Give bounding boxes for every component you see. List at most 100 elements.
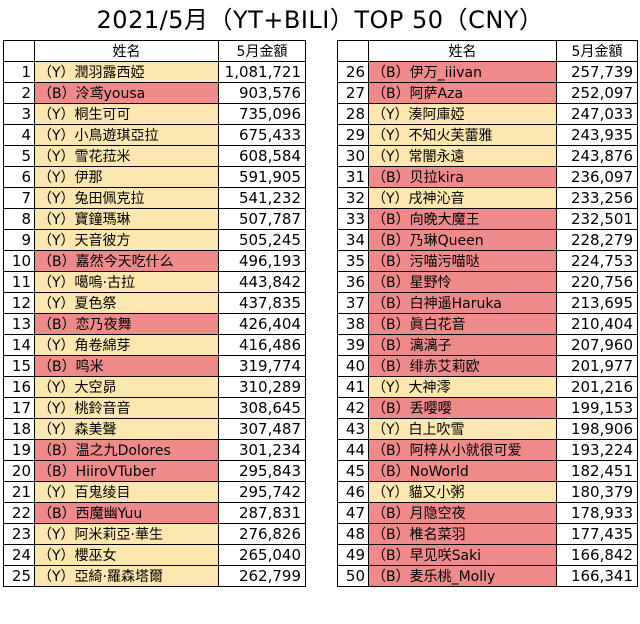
ranking-table-left: 姓名 5月金額 1 （Y）潤羽露西婭 1,081,721 2 （B）泠鸢yousa 903…: [3, 40, 306, 587]
name-cell: （B）绯赤艾莉欧: [368, 355, 557, 377]
table-row: 3 （Y）桐生可可 735,096: [3, 103, 306, 125]
amount-cell: 228,279: [556, 229, 638, 251]
header-row: 姓名 5月金額: [3, 40, 306, 62]
name-cell: （B）嘉然今天吃什么: [34, 250, 219, 272]
header-name: 姓名: [368, 40, 557, 62]
rank-cell: 31: [337, 166, 369, 188]
amount-cell: 243,876: [556, 145, 638, 167]
name-cell: （B）鸣米: [34, 355, 219, 377]
name-cell: （Y）常闇永遠: [368, 145, 557, 167]
table-row: 1 （Y）潤羽露西婭 1,081,721: [3, 61, 306, 83]
table-row: 29 （Y）不知火芙蕾雅 243,935: [337, 124, 638, 146]
table-row: 17 （Y）桃鈴音音 308,645: [3, 397, 306, 419]
rank-cell: 40: [337, 355, 369, 377]
rank-cell: 9: [3, 229, 35, 251]
table-row: 46 （Y）貓又小粥 180,379: [337, 481, 638, 503]
header-amount: 5月金額: [218, 40, 306, 62]
rank-cell: 30: [337, 145, 369, 167]
name-cell: （Y）櫻巫女: [34, 544, 219, 566]
amount-cell: 182,451: [556, 460, 638, 482]
name-cell: （Y）桃鈴音音: [34, 397, 219, 419]
amount-cell: 903,576: [218, 82, 306, 104]
table-row: 4 （Y）小鳥遊琪亞拉 675,433: [3, 124, 306, 146]
rank-cell: 28: [337, 103, 369, 125]
rank-cell: 27: [337, 82, 369, 104]
amount-cell: 257,739: [556, 61, 638, 83]
rank-cell: 39: [337, 334, 369, 356]
amount-cell: 308,645: [218, 397, 306, 419]
name-cell: （Y）桐生可可: [34, 103, 219, 125]
amount-cell: 295,843: [218, 460, 306, 482]
table-row: 2 （B）泠鸢yousa 903,576: [3, 82, 306, 104]
amount-cell: 236,097: [556, 166, 638, 188]
amount-cell: 307,487: [218, 418, 306, 440]
amount-cell: 276,826: [218, 523, 306, 545]
name-cell: （B）贝拉kira: [368, 166, 557, 188]
table-row: 20 （B）HiiroVTuber 295,843: [3, 460, 306, 482]
name-cell: （B）NoWorld: [368, 460, 557, 482]
amount-cell: 319,774: [218, 355, 306, 377]
table-row: 12 （Y）夏色祭 437,835: [3, 292, 306, 314]
name-cell: （B）早见咲Saki: [368, 544, 557, 566]
name-cell: （Y）戌神沁音: [368, 187, 557, 209]
name-cell: （Y）百鬼绫目: [34, 481, 219, 503]
table-row: 49 （B）早见咲Saki 166,842: [337, 544, 638, 566]
ranking-table-right: 姓名 5月金額 26 （B）伊万_iiivan 257,739 27 （B）阿萨Aza 2…: [337, 40, 638, 587]
name-cell: （B）泠鸢yousa: [34, 82, 219, 104]
table-row: 7 （Y）兔田佩克拉 541,232: [3, 187, 306, 209]
amount-cell: 166,341: [556, 565, 638, 587]
table-row: 11 （Y）噶嗚·古拉 443,842: [3, 271, 306, 293]
name-cell: （B）椎名菜羽: [368, 523, 557, 545]
table-row: 40 （B）绯赤艾莉欧 201,977: [337, 355, 638, 377]
table-row: 26 （B）伊万_iiivan 257,739: [337, 61, 638, 83]
amount-cell: 207,960: [556, 334, 638, 356]
rank-cell: 5: [3, 145, 35, 167]
amount-cell: 265,040: [218, 544, 306, 566]
rank-cell: 42: [337, 397, 369, 419]
name-cell: （B）月隐空夜: [368, 502, 557, 524]
name-cell: （B）温之九Dolores: [34, 439, 219, 461]
name-cell: （Y）森美聲: [34, 418, 219, 440]
rank-cell: 25: [3, 565, 35, 587]
amount-cell: 301,234: [218, 439, 306, 461]
name-cell: （B）漓漓子: [368, 334, 557, 356]
table-row: 33 （B）向晚大魔王 232,501: [337, 208, 638, 230]
table-row: 30 （Y）常闇永遠 243,876: [337, 145, 638, 167]
table-row: 42 （B）丢嘤嘤 199,153: [337, 397, 638, 419]
name-cell: （B）向晚大魔王: [368, 208, 557, 230]
table-row: 50 （B）麦乐桃_Molly 166,341: [337, 565, 638, 587]
header-row: 姓名 5月金額: [337, 40, 638, 62]
name-cell: （Y）大空昴: [34, 376, 219, 398]
rank-cell: 7: [3, 187, 35, 209]
table-row: 45 （B）NoWorld 182,451: [337, 460, 638, 482]
table-row: 22 （B）西魔幽Yuu 287,831: [3, 502, 306, 524]
amount-cell: 199,153: [556, 397, 638, 419]
table-row: 6 （Y）伊那 591,905: [3, 166, 306, 188]
amount-cell: 262,799: [218, 565, 306, 587]
name-cell: （Y）阿米莉亞·華生: [34, 523, 219, 545]
rank-cell: 17: [3, 397, 35, 419]
amount-cell: 201,216: [556, 376, 638, 398]
amount-cell: 193,224: [556, 439, 638, 461]
table-row: 41 （Y）大神澪 201,216: [337, 376, 638, 398]
amount-cell: 591,905: [218, 166, 306, 188]
amount-cell: 210,404: [556, 313, 638, 335]
name-cell: （Y）大神澪: [368, 376, 557, 398]
amount-cell: 507,787: [218, 208, 306, 230]
table-row: 13 （B）恋乃夜舞 426,404: [3, 313, 306, 335]
amount-cell: 505,245: [218, 229, 306, 251]
name-cell: （Y）伊那: [34, 166, 219, 188]
rank-cell: 3: [3, 103, 35, 125]
amount-cell: 443,842: [218, 271, 306, 293]
amount-cell: 213,695: [556, 292, 638, 314]
rank-cell: 41: [337, 376, 369, 398]
rank-cell: 49: [337, 544, 369, 566]
rank-cell: 33: [337, 208, 369, 230]
rank-cell: 34: [337, 229, 369, 251]
amount-cell: 232,501: [556, 208, 638, 230]
table-row: 44 （B）阿梓从小就很可爱 193,224: [337, 439, 638, 461]
amount-cell: 496,193: [218, 250, 306, 272]
rank-cell: 48: [337, 523, 369, 545]
name-cell: （B）伊万_iiivan: [368, 61, 557, 83]
name-cell: （B）眞白花音: [368, 313, 557, 335]
